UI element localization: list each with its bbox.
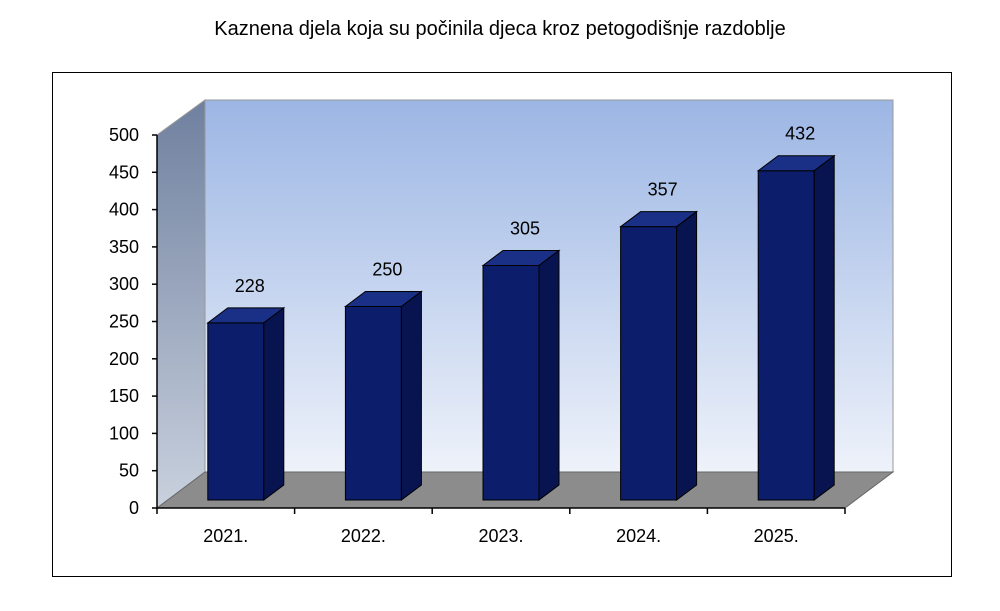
bar xyxy=(343,290,423,501)
bar-side xyxy=(400,290,422,501)
x-tick-label: 2024. xyxy=(616,526,661,546)
bar-front xyxy=(207,322,265,501)
y-tick-label: 200 xyxy=(109,349,139,369)
bar-side xyxy=(813,154,835,501)
data-label: 250 xyxy=(372,260,402,280)
x-tick-label: 2021. xyxy=(203,526,248,546)
y-tick-label: 0 xyxy=(129,498,139,518)
y-tick-label: 350 xyxy=(109,237,139,257)
bar xyxy=(206,306,286,501)
data-label: 305 xyxy=(510,218,540,238)
y-tick-label: 100 xyxy=(109,423,139,443)
x-tick-label: 2025. xyxy=(754,526,799,546)
y-tick-label: 500 xyxy=(109,125,139,145)
data-label: 432 xyxy=(785,124,815,144)
data-label: 357 xyxy=(648,180,678,200)
y-tick-label: 150 xyxy=(109,386,139,406)
bar xyxy=(756,154,836,501)
side-wall xyxy=(156,99,206,509)
data-label: 228 xyxy=(235,276,265,296)
y-tick-label: 50 xyxy=(119,461,139,481)
x-tick-label: 2023. xyxy=(478,526,523,546)
bar xyxy=(481,249,561,501)
y-tick-label: 300 xyxy=(109,274,139,294)
y-tick-label: 450 xyxy=(109,162,139,182)
x-tick-label: 2022. xyxy=(341,526,386,546)
bar xyxy=(619,210,699,501)
chart-title: Kaznena djela koja su počinila djeca kro… xyxy=(214,18,786,40)
bar-side xyxy=(676,210,698,501)
bar-front xyxy=(482,264,540,501)
bar-side xyxy=(538,249,560,501)
chart-frame xyxy=(52,72,952,577)
bar-front xyxy=(620,226,678,501)
bar-side xyxy=(263,306,285,501)
y-tick-label: 400 xyxy=(109,200,139,220)
bar-front xyxy=(757,170,815,501)
bar-front xyxy=(344,306,402,501)
y-tick-label: 250 xyxy=(109,312,139,332)
